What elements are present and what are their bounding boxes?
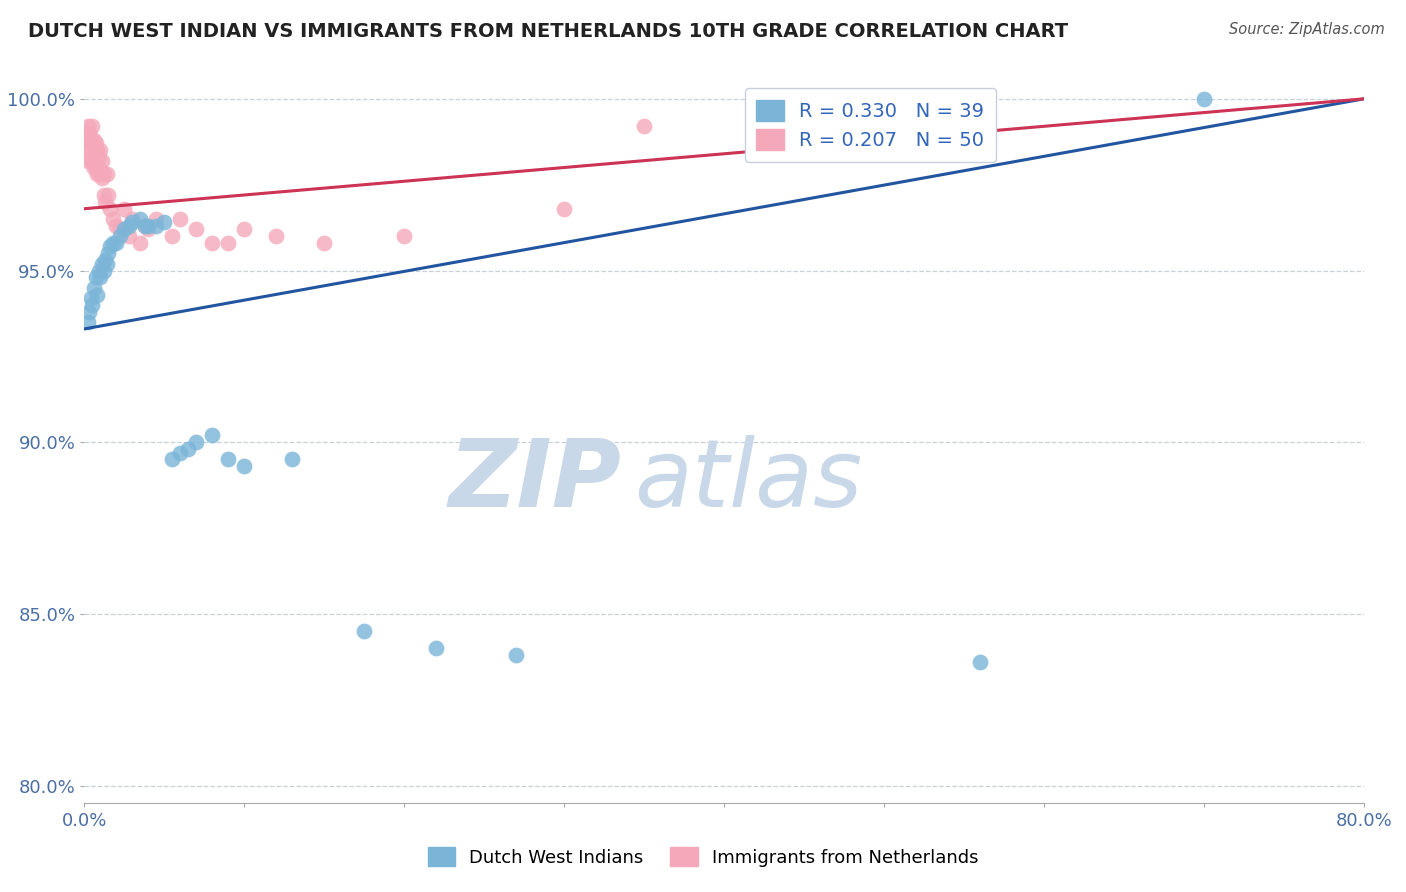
Point bbox=[134, 219, 156, 233]
Legend: R = 0.330   N = 39, R = 0.207   N = 50: R = 0.330 N = 39, R = 0.207 N = 50 bbox=[745, 88, 995, 161]
Point bbox=[217, 452, 239, 467]
Point bbox=[96, 257, 118, 271]
Point bbox=[93, 167, 115, 181]
Point bbox=[201, 428, 224, 442]
Point bbox=[233, 222, 256, 236]
Point bbox=[169, 445, 191, 459]
Point bbox=[91, 257, 114, 271]
Point bbox=[112, 222, 135, 236]
Point bbox=[118, 219, 141, 233]
Point bbox=[138, 222, 160, 236]
Point bbox=[89, 167, 111, 181]
Point bbox=[138, 219, 160, 233]
Point bbox=[969, 655, 991, 669]
Point bbox=[425, 641, 447, 656]
Point bbox=[84, 161, 107, 175]
Point bbox=[89, 270, 111, 285]
Point bbox=[105, 235, 128, 250]
Point bbox=[633, 120, 655, 134]
Point bbox=[87, 150, 110, 164]
Point bbox=[264, 229, 288, 244]
Point bbox=[96, 167, 118, 181]
Point bbox=[201, 235, 224, 250]
Point bbox=[83, 161, 105, 175]
Point bbox=[314, 235, 336, 250]
Point bbox=[93, 188, 115, 202]
Point bbox=[112, 202, 135, 216]
Point bbox=[86, 167, 108, 181]
Point bbox=[75, 126, 97, 140]
Point bbox=[82, 120, 104, 134]
Point bbox=[162, 229, 184, 244]
Legend: Dutch West Indians, Immigrants from Netherlands: Dutch West Indians, Immigrants from Neth… bbox=[420, 840, 986, 874]
Point bbox=[186, 222, 208, 236]
Point bbox=[87, 263, 110, 277]
Point bbox=[86, 144, 108, 158]
Point bbox=[108, 229, 131, 244]
Point bbox=[121, 212, 143, 227]
Point bbox=[505, 648, 527, 662]
Point bbox=[118, 229, 141, 244]
Point bbox=[153, 215, 176, 229]
Point bbox=[77, 126, 100, 140]
Point bbox=[83, 281, 105, 295]
Point bbox=[169, 212, 191, 227]
Point bbox=[76, 120, 98, 134]
Point bbox=[105, 219, 128, 233]
Point bbox=[76, 133, 98, 147]
Point bbox=[145, 219, 167, 233]
Point bbox=[84, 136, 107, 151]
Point bbox=[80, 153, 103, 168]
Point bbox=[91, 153, 114, 168]
Point bbox=[77, 144, 100, 158]
Point bbox=[89, 144, 111, 158]
Text: Source: ZipAtlas.com: Source: ZipAtlas.com bbox=[1229, 22, 1385, 37]
Point bbox=[82, 298, 104, 312]
Point bbox=[76, 153, 98, 168]
Point bbox=[186, 435, 208, 450]
Point bbox=[98, 202, 121, 216]
Point bbox=[108, 222, 131, 236]
Text: ZIP: ZIP bbox=[449, 435, 621, 527]
Point bbox=[98, 239, 121, 253]
Point bbox=[84, 270, 107, 285]
Point bbox=[233, 459, 256, 474]
Text: atlas: atlas bbox=[634, 435, 863, 526]
Point bbox=[86, 287, 108, 301]
Point bbox=[121, 215, 143, 229]
Point bbox=[162, 452, 184, 467]
Point bbox=[353, 624, 375, 639]
Text: DUTCH WEST INDIAN VS IMMIGRANTS FROM NETHERLANDS 10TH GRADE CORRELATION CHART: DUTCH WEST INDIAN VS IMMIGRANTS FROM NET… bbox=[28, 22, 1069, 41]
Point bbox=[77, 304, 100, 318]
Point bbox=[82, 153, 104, 168]
Point bbox=[97, 188, 120, 202]
Point bbox=[553, 202, 575, 216]
Point bbox=[134, 219, 156, 233]
Point bbox=[94, 253, 117, 268]
Point bbox=[1192, 92, 1215, 106]
Point bbox=[394, 229, 416, 244]
Point bbox=[91, 170, 114, 185]
Point bbox=[94, 194, 117, 209]
Point bbox=[101, 212, 124, 227]
Point bbox=[101, 235, 124, 250]
Point bbox=[177, 442, 200, 456]
Point bbox=[217, 235, 239, 250]
Point bbox=[93, 263, 115, 277]
Point bbox=[80, 291, 103, 305]
Point bbox=[87, 161, 110, 175]
Point bbox=[83, 133, 105, 147]
Point bbox=[75, 144, 97, 158]
Point bbox=[145, 212, 167, 227]
Point bbox=[129, 235, 152, 250]
Point bbox=[80, 133, 103, 147]
Point bbox=[76, 315, 98, 329]
Point bbox=[129, 212, 152, 227]
Point bbox=[281, 452, 304, 467]
Point bbox=[97, 246, 120, 260]
